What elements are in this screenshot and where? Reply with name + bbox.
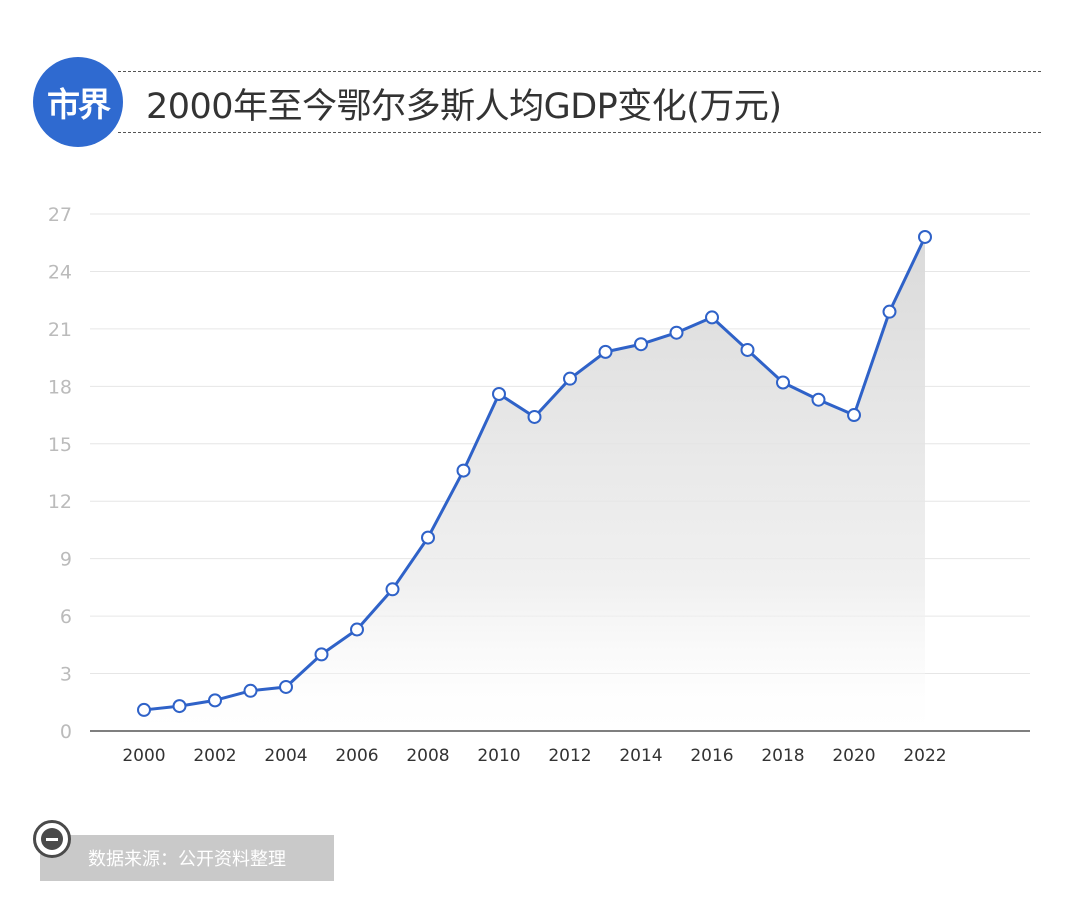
data-point-2000	[137, 702, 151, 717]
x-tick-label-2006: 2006	[335, 746, 378, 766]
x-tick-label-2018: 2018	[761, 746, 804, 766]
data-point-2018	[776, 375, 790, 390]
y-tick-label-15: 15	[48, 434, 72, 456]
data-point-2005	[314, 647, 329, 662]
y-tick-label-6: 6	[60, 606, 72, 628]
data-point-2013	[598, 344, 613, 359]
y-tick-label-0: 0	[60, 721, 72, 743]
data-point-2016	[705, 310, 719, 325]
y-tick-label-24: 24	[48, 261, 72, 283]
source-box: 数据来源：公开资料整理	[40, 835, 334, 881]
y-tick-labels: 0 3 6 9 12 15 18 21 24 27	[48, 204, 72, 743]
data-point-2003	[243, 683, 258, 698]
y-tick-label-18: 18	[48, 376, 72, 398]
x-tick-label-2014: 2014	[619, 746, 662, 766]
data-point-2022	[918, 229, 932, 244]
data-point-2002	[208, 693, 222, 708]
y-tick-label-21: 21	[48, 319, 72, 341]
data-point-2007	[385, 582, 400, 597]
minus-circle-icon	[33, 820, 71, 858]
x-tick-label-2002: 2002	[193, 746, 236, 766]
data-points	[137, 229, 932, 717]
x-tick-label-2022: 2022	[903, 746, 946, 766]
data-point-2021	[882, 304, 897, 319]
x-tick-label-2016: 2016	[690, 746, 733, 766]
y-tick-label-12: 12	[48, 491, 72, 513]
x-tick-label-2020: 2020	[832, 746, 875, 766]
source-text: 数据来源：公开资料整理	[88, 849, 286, 870]
x-tick-label-2012: 2012	[548, 746, 591, 766]
data-point-2008	[421, 530, 435, 545]
x-tick-labels: 2000 2002 2004 2006 2008 2010 2012 2014 2016 2018…	[122, 746, 946, 766]
x-tick-label-2008: 2008	[406, 746, 449, 766]
y-tick-label-3: 3	[60, 664, 72, 686]
data-point-2019	[811, 392, 826, 407]
data-point-2010	[492, 386, 506, 401]
x-tick-label-2000: 2000	[122, 746, 165, 766]
x-tick-label-2010: 2010	[477, 746, 520, 766]
data-point-2020	[847, 408, 861, 423]
data-point-2011	[527, 409, 542, 424]
x-tick-label-2004: 2004	[264, 746, 307, 766]
data-point-2001	[172, 699, 187, 714]
title-top-rule	[118, 71, 1041, 72]
area-fill-layer	[144, 236, 925, 731]
y-tick-label-27: 27	[48, 204, 72, 226]
logo-text: 市界	[47, 85, 111, 124]
logo-badge: 市界	[33, 57, 123, 147]
data-point-2017	[740, 342, 755, 357]
chart-title: 2000年至今鄂尔多斯人均GDP变化(万元)	[146, 87, 782, 127]
data-point-2012	[563, 371, 577, 386]
data-point-2014	[634, 337, 648, 352]
title-bottom-rule	[118, 132, 1041, 133]
data-point-2009	[456, 463, 471, 478]
series-area-fill	[144, 236, 925, 731]
y-tick-label-9: 9	[60, 549, 72, 571]
data-point-2004	[279, 679, 293, 694]
data-point-2006	[350, 622, 364, 637]
data-point-2015	[669, 325, 684, 340]
